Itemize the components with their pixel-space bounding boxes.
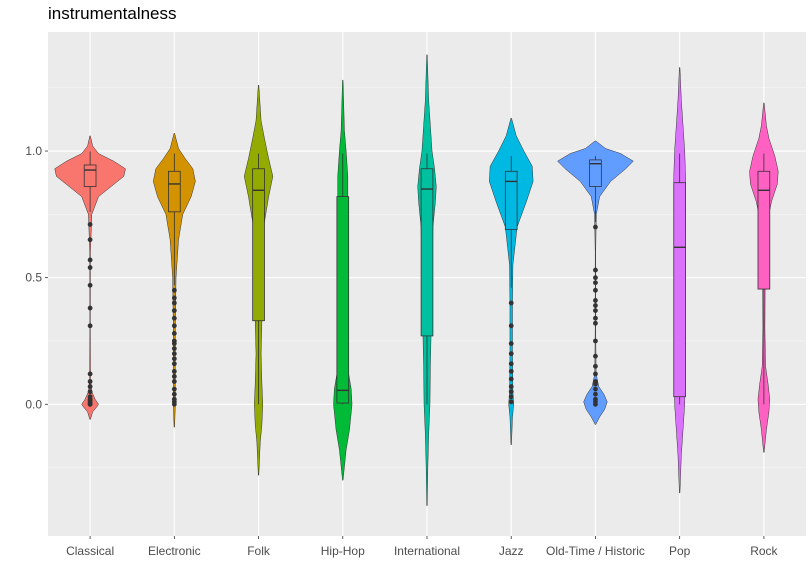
box-jazz (504, 170, 518, 230)
outlier-point (87, 371, 93, 377)
outlier-point (593, 267, 598, 273)
outlier-point (171, 295, 177, 301)
outlier-point (593, 320, 598, 326)
outlier-point (593, 381, 598, 387)
outlier-point (87, 257, 93, 263)
y-tick-label: 0.5 (25, 271, 42, 285)
outlier-point (171, 361, 177, 367)
outlier-point (171, 386, 177, 392)
outlier-point (508, 341, 514, 346)
x-tick-label: Electronic (148, 544, 201, 558)
outlier-point (171, 330, 177, 336)
outlier-point (593, 315, 598, 321)
outlier-point (508, 323, 514, 329)
box-electronic (168, 170, 181, 213)
outlier-point (171, 351, 177, 357)
outlier-point (508, 361, 514, 367)
box-layer (83, 151, 771, 407)
box-rock (757, 170, 771, 290)
outlier-point (87, 398, 93, 403)
outlier-point (593, 386, 598, 392)
x-tick-label: International (394, 544, 460, 558)
outlier-point (171, 308, 177, 313)
outlier-point (171, 287, 177, 293)
outlier-point (171, 346, 177, 351)
outlier-point (593, 224, 598, 230)
outlier-point (593, 353, 598, 359)
outlier-point (508, 394, 514, 400)
outlier-point (593, 303, 598, 308)
y-axis: 0.0 0.5 1.0 (25, 144, 48, 411)
outlier-point (87, 222, 93, 227)
outlier-point (171, 379, 177, 384)
outlier-point (87, 305, 93, 311)
outlier-point (508, 300, 514, 306)
outlier-point (593, 338, 598, 344)
outlier-point (87, 323, 93, 329)
outlier-point (593, 401, 598, 407)
outlier-point (171, 374, 177, 379)
chart-title: instrumentalness (48, 4, 177, 23)
outlier-point (508, 368, 514, 374)
outlier-point (593, 287, 598, 293)
box-international (420, 168, 434, 337)
y-tick-label: 0.0 (25, 397, 42, 411)
outlier-point (171, 341, 177, 346)
outlier-point (508, 389, 514, 395)
outlier-point (593, 280, 598, 286)
x-tick-label: Rock (750, 544, 778, 558)
x-tick-label: Hip-Hop (321, 544, 365, 558)
outlier-point (171, 391, 177, 397)
box-folk (252, 168, 265, 322)
x-tick-label: Pop (669, 544, 691, 558)
box-old-time-historic (589, 159, 602, 187)
outlier-point (593, 391, 598, 397)
outlier-point (171, 315, 177, 321)
box-classical (83, 164, 97, 187)
x-tick-label: Old-Time / Historic (546, 544, 645, 558)
y-tick-label: 1.0 (25, 144, 42, 158)
outlier-point (171, 368, 177, 374)
outlier-point (508, 351, 514, 357)
outlier-point (593, 275, 598, 281)
outlier-point (171, 323, 177, 329)
outlier-point (508, 399, 514, 405)
outlier-point (87, 237, 93, 243)
x-tick-label: Classical (66, 544, 114, 558)
outlier-point (171, 300, 177, 306)
outlier-point (593, 298, 598, 303)
outlier-point (593, 371, 598, 377)
outlier-point (87, 282, 93, 288)
outlier-point (171, 401, 177, 407)
outlier-point (87, 265, 93, 270)
outlier-point (593, 308, 598, 313)
box-hip-hop (336, 196, 350, 404)
outlier-point (508, 376, 514, 382)
outlier-point (593, 363, 598, 369)
outlier-point (508, 384, 514, 389)
outlier-point (171, 356, 177, 362)
x-tick-label: Folk (247, 544, 271, 558)
x-tick-label: Jazz (499, 544, 524, 558)
x-axis: Classical Electronic Folk Hip-Hop Internatio… (66, 536, 779, 558)
outlier-point (87, 379, 93, 384)
box-pop (673, 182, 686, 398)
outlier-point (87, 384, 93, 389)
outlier-point (87, 389, 93, 395)
